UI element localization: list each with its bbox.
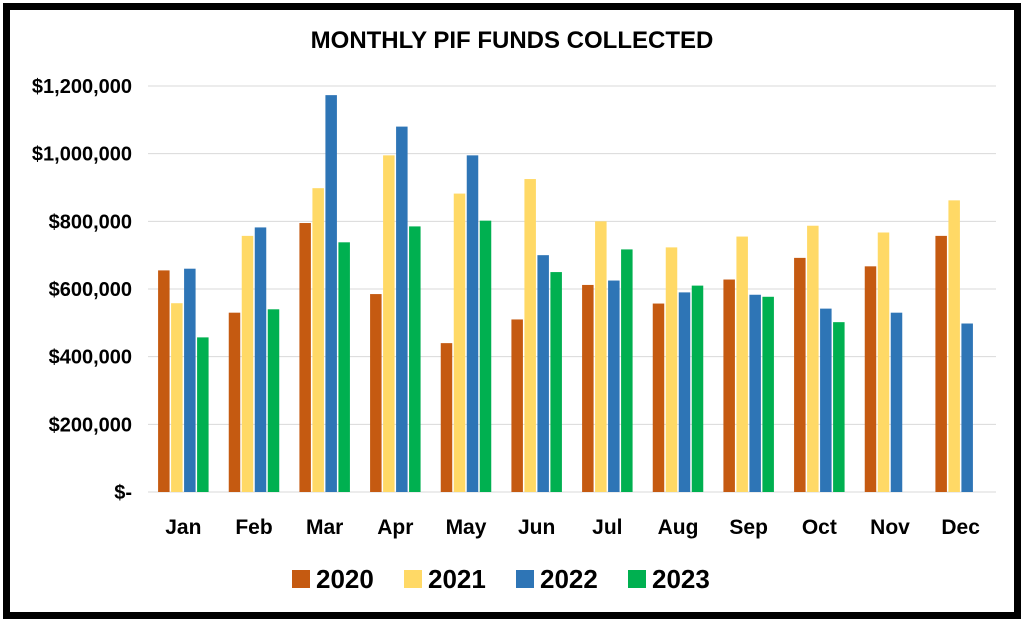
bar-2021-oct xyxy=(807,225,819,492)
bar-2020-jul xyxy=(582,284,594,492)
bar-2020-oct xyxy=(794,257,806,492)
bar-2021-aug xyxy=(665,247,678,492)
x-tick-label: Sep xyxy=(729,516,768,539)
bar-2023-sep xyxy=(762,296,774,492)
bar-2022-jun xyxy=(537,255,549,492)
bar-2020-sep xyxy=(723,279,735,492)
bar-2021-may xyxy=(453,193,466,492)
bar-2021-nov xyxy=(877,232,890,492)
bar-2023-oct xyxy=(833,322,845,492)
x-tick-label: Dec xyxy=(941,516,980,539)
bar-2022-aug xyxy=(678,292,691,492)
bar-2022-jan xyxy=(184,268,196,492)
y-tick-label: $600,000 xyxy=(49,279,132,301)
legend-label-2022: 2022 xyxy=(540,564,598,594)
gridlines xyxy=(148,85,996,493)
y-tick-label: $400,000 xyxy=(49,347,132,369)
bar-2020-nov xyxy=(864,266,877,492)
bar-2020-feb xyxy=(228,312,241,492)
bar-2022-nov xyxy=(890,312,903,492)
bar-2021-jul xyxy=(595,221,607,493)
x-tick-label: Apr xyxy=(377,516,413,539)
legend-swatch-2020 xyxy=(292,570,310,588)
x-tick-label: Nov xyxy=(870,516,910,539)
bar-2021-sep xyxy=(736,236,748,492)
bar-2021-feb xyxy=(241,235,254,493)
chart-title: MONTHLY PIF FUNDS COLLECTED xyxy=(311,27,714,54)
bar-2021-jan xyxy=(171,303,183,492)
y-tick-label: $800,000 xyxy=(49,211,132,233)
bar-2023-mar xyxy=(338,242,350,492)
x-tick-label: Oct xyxy=(802,516,837,539)
x-tick-label: Feb xyxy=(235,516,272,539)
x-tick-label: Jun xyxy=(518,516,555,539)
x-tick-label: Jan xyxy=(165,516,201,539)
bars xyxy=(158,95,973,493)
x-tick-label: Mar xyxy=(306,516,343,539)
bar-2022-sep xyxy=(749,294,761,492)
bar-2022-oct xyxy=(820,308,832,492)
bar-2021-mar xyxy=(312,188,324,492)
legend-label-2020: 2020 xyxy=(316,564,374,594)
legend-label-2021: 2021 xyxy=(428,564,486,594)
x-tick-label: Aug xyxy=(658,516,699,539)
bar-2023-jun xyxy=(550,272,562,492)
bar-2023-feb xyxy=(267,309,280,492)
y-tick-label: $1,200,000 xyxy=(32,76,132,98)
bar-2022-mar xyxy=(325,95,337,492)
bar-2023-may xyxy=(479,220,492,492)
y-tick-label: $- xyxy=(114,482,132,504)
bar-2023-jul xyxy=(621,249,633,492)
bar-2021-dec xyxy=(948,200,960,492)
y-tick-label: $200,000 xyxy=(49,414,132,436)
bar-2022-dec xyxy=(961,323,973,492)
bar-2023-aug xyxy=(691,285,704,492)
y-axis-tick-labels: $- $200,000 $400,000 $600,000 $800,000 $1,000… xyxy=(32,76,132,504)
bar-2020-jun xyxy=(511,319,523,492)
legend-swatch-2022 xyxy=(516,570,534,588)
bar-2020-jan xyxy=(158,270,170,492)
x-tick-label: Jul xyxy=(592,516,622,539)
bar-2020-aug xyxy=(652,303,665,492)
legend-swatch-2023 xyxy=(628,570,646,588)
legend: 2020 2021 2022 2023 xyxy=(292,564,710,594)
bar-2022-may xyxy=(466,155,479,492)
bar-2021-jun xyxy=(524,179,536,492)
bar-2020-may xyxy=(440,343,453,492)
legend-swatch-2021 xyxy=(404,570,422,588)
bar-2021-apr xyxy=(383,155,395,492)
bar-2023-apr xyxy=(409,226,421,493)
bar-2022-feb xyxy=(254,227,267,492)
bar-2022-jul xyxy=(608,280,620,492)
bar-2022-apr xyxy=(396,126,408,492)
x-axis-tick-labels: Jan Feb Mar Apr May Jun Jul Aug Sep Oct Nov Dec xyxy=(165,516,980,539)
bar-2023-jan xyxy=(197,337,209,492)
bar-2020-apr xyxy=(370,294,382,492)
x-tick-label: May xyxy=(446,516,487,539)
bar-2020-dec xyxy=(935,235,947,493)
bar-2020-mar xyxy=(299,223,311,492)
legend-label-2023: 2023 xyxy=(652,564,710,594)
y-tick-label: $1,000,000 xyxy=(32,144,132,166)
